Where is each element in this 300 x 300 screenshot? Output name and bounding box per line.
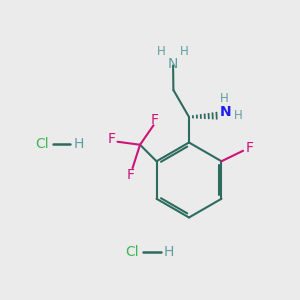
Text: N: N — [220, 105, 232, 119]
Text: H: H — [220, 92, 229, 105]
Text: F: F — [107, 132, 116, 146]
Text: H: H — [180, 45, 189, 58]
Text: F: F — [246, 141, 254, 155]
Text: H: H — [164, 245, 174, 259]
Text: F: F — [151, 113, 159, 127]
Text: H: H — [234, 109, 243, 122]
Text: Cl: Cl — [125, 245, 139, 259]
Text: H: H — [157, 45, 166, 58]
Text: N: N — [168, 57, 178, 71]
Text: Cl: Cl — [35, 137, 49, 151]
Text: H: H — [74, 137, 84, 151]
Text: F: F — [127, 168, 135, 182]
